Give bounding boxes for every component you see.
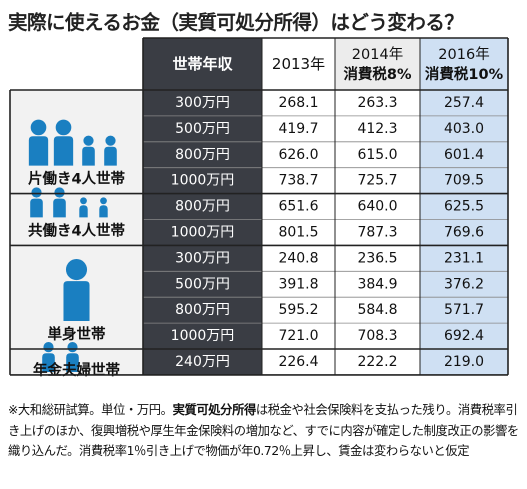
value-2013: 738.7 xyxy=(278,173,318,189)
header-2016-tax: 消費税10% xyxy=(425,65,504,83)
value-2013: 226.4 xyxy=(278,354,318,370)
family-of-four-icon xyxy=(53,119,74,166)
single-person-icon xyxy=(63,259,90,321)
footnote-term: 実質可処分所得 xyxy=(172,403,257,417)
dual-income-family-icon xyxy=(99,197,108,218)
value-2016: 257.4 xyxy=(444,95,484,111)
footnote-lead: ※大和総研試算。単位・万円。 xyxy=(8,403,173,417)
family-of-four-icon xyxy=(82,135,95,166)
value-2013: 268.1 xyxy=(278,95,318,111)
header-2014-year: 2014年 xyxy=(352,46,403,63)
value-2014: 615.0 xyxy=(357,147,397,163)
value-columns-bg xyxy=(262,90,420,375)
value-2013: 419.7 xyxy=(278,121,318,137)
value-2016: 571.7 xyxy=(444,302,484,318)
value-2014: 263.3 xyxy=(357,95,397,111)
value-2016: 219.0 xyxy=(444,354,484,370)
group-label: 単身世帯 xyxy=(48,325,106,343)
header-2014-cell xyxy=(335,38,420,90)
income-cell: 800万円 xyxy=(175,199,230,215)
footnote: ※大和総研試算。単位・万円。実質可処分所得は税金や社会保険料を支払った残り。消費… xyxy=(8,400,522,462)
income-cell: 800万円 xyxy=(175,302,230,318)
income-cell: 1000万円 xyxy=(171,173,235,189)
income-cell: 240万円 xyxy=(175,354,230,370)
family-of-four-icon xyxy=(28,119,49,166)
value-2013: 721.0 xyxy=(278,328,318,344)
value-2013: 651.6 xyxy=(278,199,318,215)
value-2014: 412.3 xyxy=(357,121,397,137)
highlight-column-bg xyxy=(420,90,508,375)
value-2014: 708.3 xyxy=(357,328,397,344)
value-2016: 403.0 xyxy=(444,121,484,137)
income-cell: 1000万円 xyxy=(171,328,235,344)
value-2013: 801.5 xyxy=(278,224,318,240)
group-label: 年金夫婦世帯 xyxy=(33,361,120,379)
income-cell: 500万円 xyxy=(175,276,230,292)
value-2016: 601.4 xyxy=(444,147,484,163)
header-2016-year: 2016年 xyxy=(438,46,489,63)
value-2014: 725.7 xyxy=(357,173,397,189)
header-income-label: 世帯年収 xyxy=(172,55,233,73)
group-label: 共働き4人世帯 xyxy=(28,221,126,239)
value-2016: 376.2 xyxy=(444,276,484,292)
header-2016-cell xyxy=(420,38,508,90)
header-2013-label: 2013年 xyxy=(272,55,325,73)
income-cell: 300万円 xyxy=(175,250,230,266)
income-column-bg xyxy=(143,90,262,375)
value-2016: 769.6 xyxy=(444,224,484,240)
family-of-four-icon xyxy=(104,135,117,166)
value-2013: 240.8 xyxy=(278,250,318,266)
group-label: 片働き4人世帯 xyxy=(28,170,126,188)
value-2014: 640.0 xyxy=(357,199,397,215)
value-2016: 231.1 xyxy=(444,250,484,266)
income-cell: 1000万円 xyxy=(171,224,235,240)
header-2013-cell xyxy=(262,38,335,90)
value-2013: 626.0 xyxy=(278,147,318,163)
header-income-cell xyxy=(143,38,262,90)
dual-income-family-icon xyxy=(79,197,88,218)
value-2014: 384.9 xyxy=(357,276,397,292)
value-2013: 391.8 xyxy=(278,276,318,292)
income-cell: 800万円 xyxy=(175,147,230,163)
dual-income-family-icon xyxy=(30,187,43,218)
value-2016: 709.5 xyxy=(444,173,484,189)
income-cell: 300万円 xyxy=(175,95,230,111)
chart-title: 実際に使えるお金（実質可処分所得）はどう変わる？ xyxy=(8,11,464,34)
dual-income-family-icon xyxy=(53,187,66,218)
value-2014: 787.3 xyxy=(357,224,397,240)
income-cell: 500万円 xyxy=(175,121,230,137)
value-2014: 236.5 xyxy=(357,250,397,266)
value-2014: 584.8 xyxy=(357,302,397,318)
value-2016: 625.5 xyxy=(444,199,484,215)
footnote-body: は税金や社会保険料を支払った残り。消費税率引き上げのほか、復興増税や厚生年金保険… xyxy=(8,403,519,458)
header-2014-tax: 消費税8% xyxy=(343,65,412,83)
income-table: 世帯年収 2013年 2014年消費税8% 2016年消費税10% 片働き4人世帯 300… xyxy=(0,36,527,398)
value-2013: 595.2 xyxy=(278,302,318,318)
value-2014: 222.2 xyxy=(357,354,397,370)
value-2016: 692.4 xyxy=(444,328,484,344)
